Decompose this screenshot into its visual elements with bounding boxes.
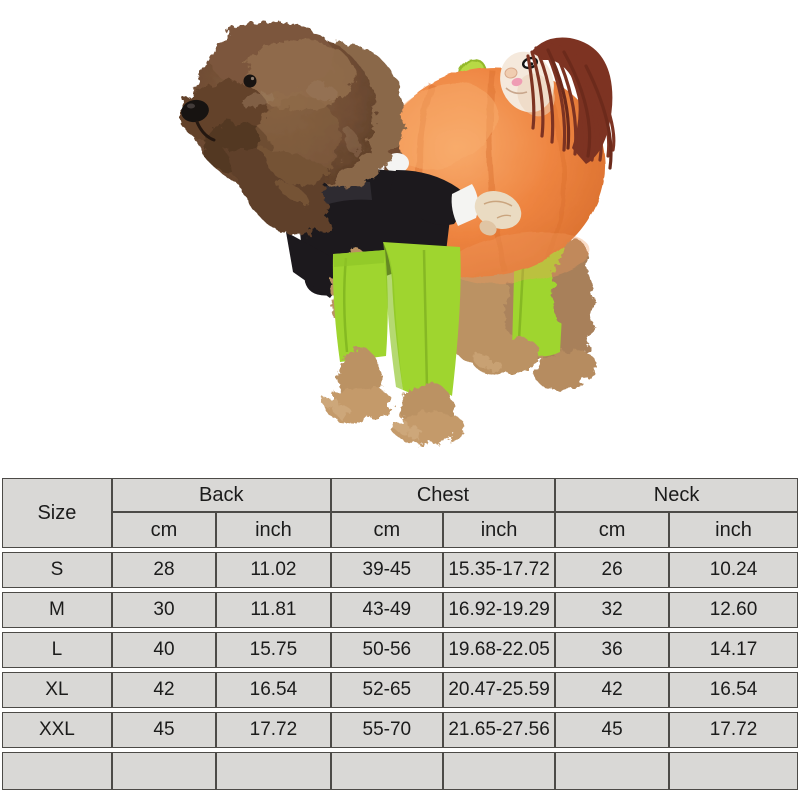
cell: 36: [555, 632, 669, 668]
empty-row: [2, 752, 798, 790]
size-cell: S: [2, 552, 112, 588]
chest-cm-header: cm: [330, 512, 443, 548]
cell: 50-56: [330, 632, 443, 668]
empty-cell: [555, 752, 669, 790]
cell: 39-45: [330, 552, 443, 588]
front-left-legging: [332, 250, 388, 362]
cell: 14.17: [669, 632, 798, 668]
doll-nose: [504, 67, 518, 79]
size-row-m: M 30 11.81 43-49 16.92-19.29 32 12.60: [2, 592, 798, 628]
cell: 19.68-22.05: [442, 632, 556, 668]
size-row-s: S 28 11.02 39-45 15.35-17.72 26 10.24: [2, 552, 798, 588]
size-row-xl: XL 42 16.54 52-65 20.47-25.59 42 16.54: [2, 672, 798, 708]
cell: 17.72: [669, 712, 798, 748]
size-cell: M: [2, 592, 112, 628]
cell: 28: [111, 552, 217, 588]
dog-head-fur: [180, 22, 404, 235]
cell: 30: [111, 592, 217, 628]
cell: 42: [111, 672, 217, 708]
cell: 32: [555, 592, 669, 628]
back-group-header: Back: [111, 478, 331, 512]
cell: 45: [111, 712, 217, 748]
back-inch-header: inch: [216, 512, 331, 548]
doll-hair-strands: [526, 43, 616, 170]
cell: 52-65: [330, 672, 443, 708]
back-cm-header: cm: [111, 512, 217, 548]
cell: 55-70: [330, 712, 443, 748]
empty-cell: [111, 752, 217, 790]
cell: 11.02: [216, 552, 331, 588]
size-cell: XL: [2, 672, 112, 708]
cell: 45: [555, 712, 669, 748]
mitten-hand: [474, 191, 522, 229]
cell: 16.54: [216, 672, 331, 708]
chest-inch-header: inch: [442, 512, 556, 548]
empty-cell: [330, 752, 443, 790]
fake-arm: [390, 170, 522, 236]
cell: 10.24: [669, 552, 798, 588]
cell: 42: [555, 672, 669, 708]
doll: [500, 37, 616, 170]
costume-fake-legs: [383, 242, 461, 399]
empty-cell: [442, 752, 556, 790]
dog-mouth-line: [195, 120, 216, 142]
empty-cell: [669, 752, 798, 790]
cell: 15.35-17.72: [442, 552, 556, 588]
arm-cuff: [451, 184, 479, 226]
empty-cell: [216, 752, 331, 790]
costume-illustration: [180, 22, 616, 445]
neck-inch-header: inch: [669, 512, 798, 548]
product-photo: [180, 22, 616, 445]
size-chart: Size Back Chest Neck cm inch cm inch cm …: [2, 478, 798, 790]
cell: 11.81: [216, 592, 331, 628]
neck-cm-header: cm: [555, 512, 669, 548]
size-cell: L: [2, 632, 112, 668]
cell: 21.65-27.56: [442, 712, 556, 748]
cell: 16.54: [669, 672, 798, 708]
size-chart-table: Size Back Chest Neck cm inch cm inch cm …: [2, 478, 798, 790]
front-right-leg: [383, 242, 465, 445]
neck-group-header: Neck: [555, 478, 798, 512]
chest-group-header: Chest: [330, 478, 556, 512]
cell: 12.60: [669, 592, 798, 628]
size-row-l: L 40 15.75 50-56 19.68-22.05 36 14.17: [2, 632, 798, 668]
doll-mouth: [511, 77, 523, 87]
cell: 17.72: [216, 712, 331, 748]
size-row-xxl: XXL 45 17.72 55-70 21.65-27.56 45 17.72: [2, 712, 798, 748]
cell: 20.47-25.59: [442, 672, 556, 708]
cell: 43-49: [330, 592, 443, 628]
size-column-header: Size: [2, 478, 112, 548]
cell: 15.75: [216, 632, 331, 668]
cell: 40: [111, 632, 217, 668]
cell: 26: [555, 552, 669, 588]
cell: 16.92-19.29: [442, 592, 556, 628]
dog-eye: [243, 74, 257, 88]
size-cell: XXL: [2, 712, 112, 748]
front-left-leg: [323, 250, 392, 422]
empty-cell: [2, 752, 112, 790]
dog-face-features: [181, 74, 257, 142]
arm-sleeve: [390, 170, 467, 226]
